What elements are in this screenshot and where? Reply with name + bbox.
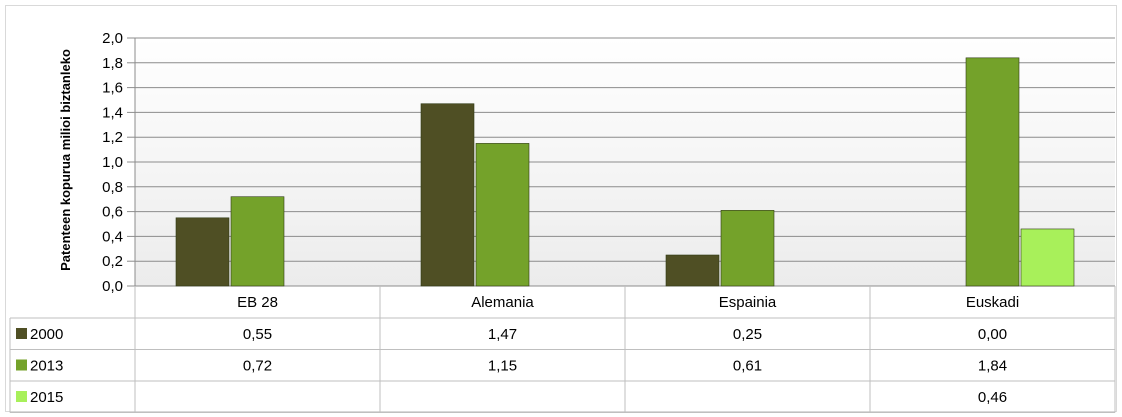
legend-swatch — [16, 359, 27, 371]
y-tick-label: 1,0 — [102, 154, 123, 171]
bar — [475, 143, 530, 287]
bar — [665, 254, 720, 287]
legend-label: 2000 — [30, 326, 63, 343]
table-cell-value: 0,61 — [733, 358, 762, 375]
table-cell-value: 0,55 — [243, 326, 272, 343]
legend-label: 2015 — [30, 389, 63, 406]
y-tick-label: 0,8 — [102, 179, 123, 196]
table-cell-value: 0,72 — [243, 358, 272, 375]
gridlines — [127, 37, 1115, 287]
bar — [230, 196, 285, 287]
table-cell-value: 1,84 — [978, 358, 1007, 375]
y-tick-label: 1,6 — [102, 80, 123, 97]
bar — [1020, 228, 1075, 287]
table-cell-value: 1,47 — [488, 326, 517, 343]
y-tick-label: 0,0 — [102, 278, 123, 295]
y-tick-label: 2,0 — [102, 30, 123, 47]
bars — [175, 57, 1075, 287]
bar — [720, 210, 775, 287]
legend-swatch — [16, 328, 27, 339]
bar — [175, 217, 230, 287]
table-cell-value: 1,15 — [488, 358, 517, 375]
y-axis-ticks: 0,0 0,2 0,4 0,6 0,8 1,0 1,2 1,4 1,6 1,8 2,0 — [102, 30, 123, 295]
y-tick-label: 0,2 — [102, 253, 123, 270]
y-tick-label: 1,8 — [102, 55, 123, 72]
bar — [420, 103, 475, 287]
legend-swatch — [16, 391, 27, 402]
data-table: EB 28 Alemania Espainia Euskadi 2000 0,55 1,47… — [9, 286, 1116, 413]
table-cell-value: 0,25 — [733, 326, 762, 343]
y-tick-label: 1,4 — [102, 104, 123, 121]
category-label: Espainia — [719, 294, 777, 311]
y-tick-label: 1,2 — [102, 129, 123, 146]
bar — [965, 57, 1020, 287]
y-axis-label: Patenteen kopurua milioi biztanleko — [58, 49, 73, 271]
y-tick-label: 0,6 — [102, 204, 123, 221]
table-cell-value: 0,00 — [978, 326, 1007, 343]
category-label: EB 28 — [237, 294, 278, 311]
legend-label: 2013 — [30, 358, 63, 375]
y-tick-label: 0,4 — [102, 228, 123, 245]
category-label: Alemania — [471, 294, 534, 311]
category-label: Euskadi — [966, 294, 1019, 311]
table-cell-value: 0,46 — [978, 389, 1007, 406]
